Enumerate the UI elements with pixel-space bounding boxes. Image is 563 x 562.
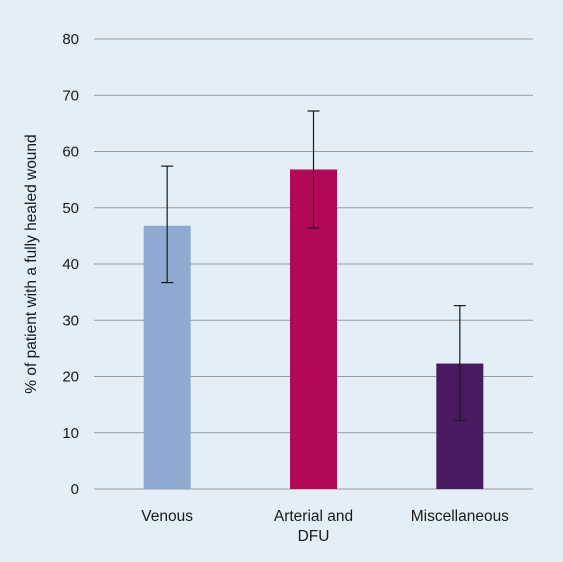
error-bar bbox=[307, 110, 320, 229]
error-bar bbox=[453, 305, 466, 421]
y-tick-label: 50 bbox=[62, 200, 79, 217]
y-tick-label: 30 bbox=[62, 312, 79, 329]
y-tick-label: 60 bbox=[62, 144, 79, 161]
y-tick-label: 40 bbox=[62, 256, 79, 273]
y-tick-label: 10 bbox=[62, 425, 79, 442]
error-bars bbox=[161, 110, 466, 421]
y-axis-ticks: 0 10 20 30 40 50 60 70 80 bbox=[62, 31, 79, 498]
y-tick-label: 80 bbox=[62, 31, 79, 48]
x-category-label: Miscellaneous bbox=[411, 508, 509, 525]
x-category-label: Venous bbox=[141, 508, 193, 525]
error-bar bbox=[161, 165, 174, 284]
x-category-label: Arterial and bbox=[274, 508, 353, 525]
y-tick-label: 0 bbox=[71, 481, 79, 498]
x-category-label: DFU bbox=[298, 528, 330, 545]
x-axis-categories: Venous Arterial and DFU Miscellaneous bbox=[141, 508, 509, 545]
y-axis-title: % of patient with a fully healed wound bbox=[23, 134, 40, 393]
y-tick-label: 70 bbox=[62, 87, 79, 104]
y-tick-label: 20 bbox=[62, 369, 79, 386]
